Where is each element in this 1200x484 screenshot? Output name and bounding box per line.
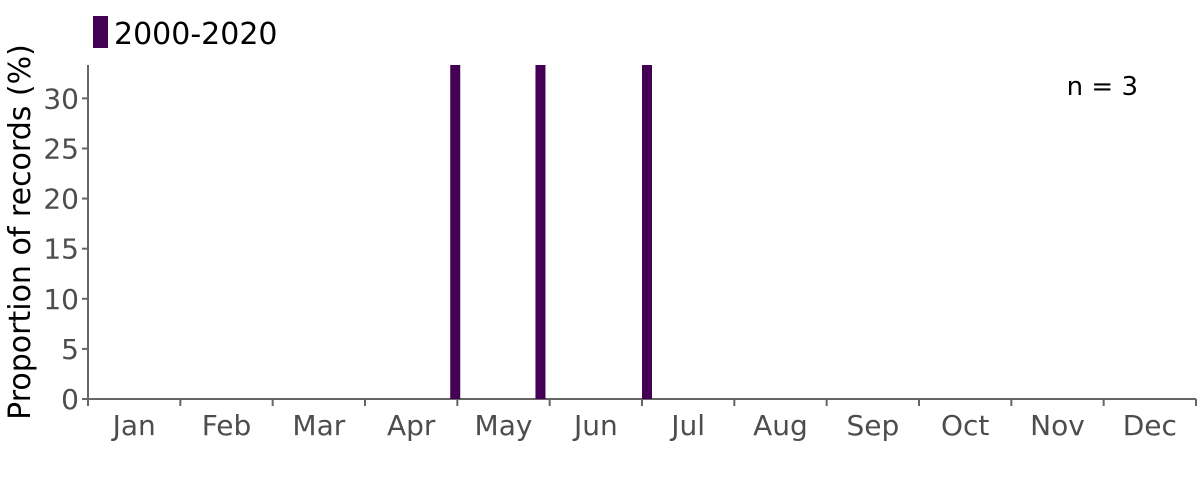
y-tick-label: 0 [61, 383, 79, 416]
x-tick-label: Jul [669, 409, 705, 442]
x-tick-label: May [475, 409, 533, 442]
bar [535, 65, 546, 399]
x-tick-label: Apr [387, 409, 436, 442]
x-tick-label: Mar [292, 409, 345, 442]
x-tick-label: Nov [1030, 409, 1085, 442]
y-tick-label: 15 [43, 233, 79, 266]
x-tick-label: Jan [111, 409, 156, 442]
x-tick-label: Aug [753, 409, 808, 442]
x-tick-label: Sep [846, 409, 899, 442]
y-axis: 0 5 10 15 20 25 30 [43, 65, 89, 416]
legend-label: 2000-2020 [114, 17, 278, 52]
y-tick-label: 20 [43, 183, 79, 216]
x-tick-label: Oct [941, 409, 989, 442]
bar [642, 65, 652, 399]
y-tick-label: 5 [61, 333, 79, 366]
n-annotation: n = 3 [1067, 72, 1138, 102]
x-tick-label: Feb [202, 409, 252, 442]
x-tick-label: Dec [1123, 409, 1177, 442]
y-tick-label: 30 [43, 82, 79, 115]
bars [450, 65, 652, 399]
legend-swatch [93, 16, 108, 48]
x-axis: Jan Feb Mar Apr May Jun Jul Aug Sep Oct Nov Dec [87, 398, 1197, 442]
bar [450, 65, 461, 399]
x-tick-label: Jun [572, 409, 618, 442]
y-tick-label: 25 [43, 132, 79, 165]
legend: 2000-2020 [93, 16, 278, 52]
y-axis-label: Proportion of records (%) [3, 44, 38, 420]
y-tick-label: 10 [43, 283, 79, 316]
